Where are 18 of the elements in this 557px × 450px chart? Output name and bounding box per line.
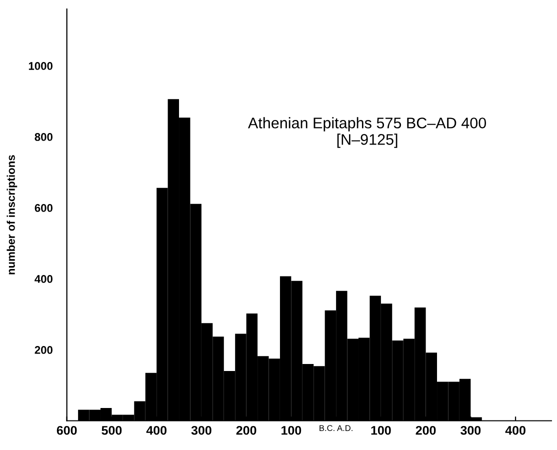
y-tick-label: 200 [34, 346, 52, 354]
x-tick-label: 400 [505, 426, 526, 435]
x-tick-label: 100 [371, 426, 391, 435]
y-tick-label: 1000 [28, 62, 52, 70]
text: Athenian Epitaphs 575 BC–AD 400 [N–9125] [248, 117, 486, 148]
y-tick-label: 400 [34, 275, 52, 283]
text: B.C. A.D. [320, 425, 352, 432]
x-tick-label: 600 [56, 426, 77, 435]
x-tick-label: 400 [146, 426, 166, 435]
x-tick-label: 500 [102, 426, 122, 435]
x-tick-label: 300 [460, 426, 481, 435]
x-tick-label: 200 [236, 426, 256, 435]
y-tick-label: 600 [34, 204, 52, 212]
x-tick-label: 100 [282, 426, 302, 435]
y-axis-title: number of inscriptions [6, 155, 18, 274]
y-tick-label: 800 [34, 133, 52, 141]
x-tick-label: 300 [191, 426, 212, 435]
x-tick-label: 200 [416, 426, 436, 435]
